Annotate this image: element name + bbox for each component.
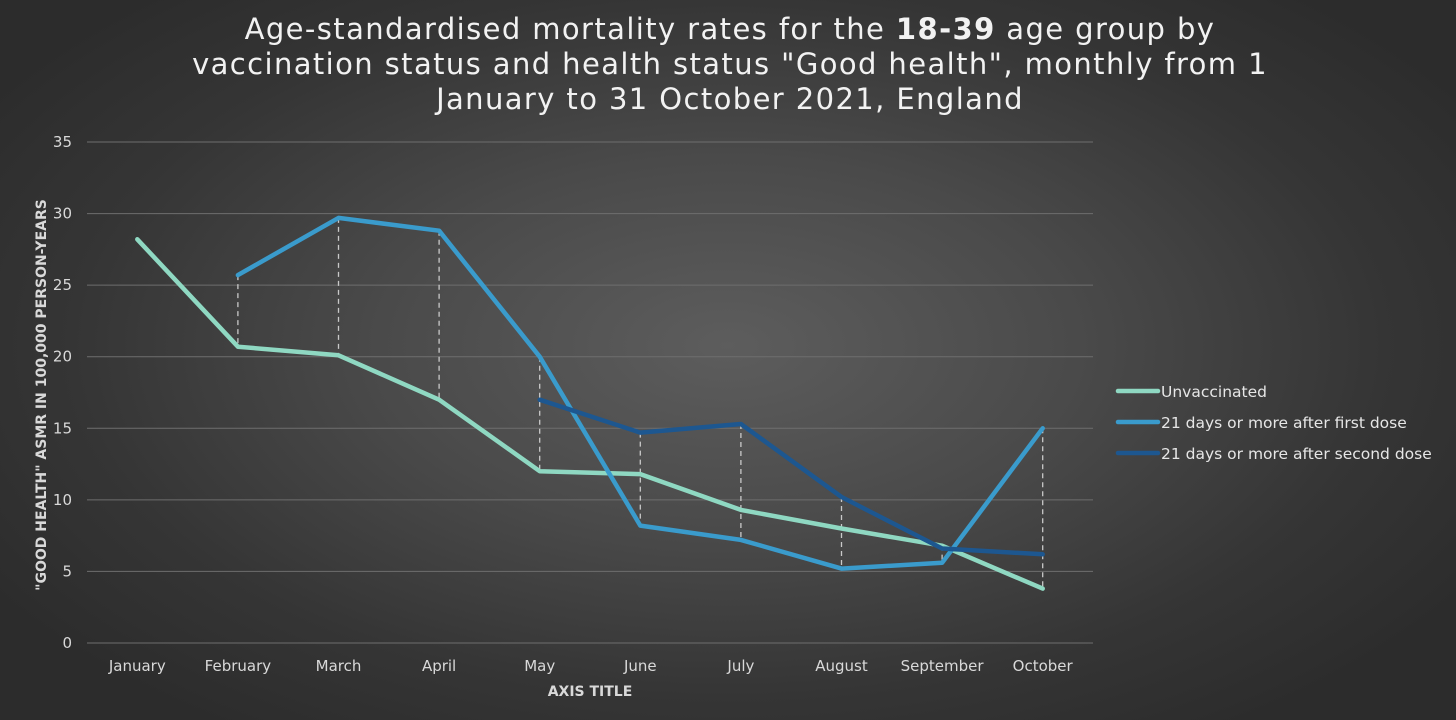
series-line-3: [537, 397, 1045, 557]
x-tick-label: September: [901, 657, 985, 675]
x-tick-label: August: [815, 657, 868, 675]
y-tick-label: 20: [53, 348, 72, 366]
x-tick-label: May: [524, 657, 555, 675]
chart-title-age-group: 18-39: [895, 12, 996, 46]
x-axis-ticks: January February March April May June July Augu…: [108, 657, 1074, 675]
x-axis-title: AXIS TITLE: [548, 684, 633, 700]
y-tick-label: 10: [53, 491, 72, 509]
drop-lines: [237, 217, 1044, 589]
chart-title: Age-standardised mortality rates for the…: [170, 12, 1290, 117]
gridlines: [87, 141, 1093, 644]
legend-label: Unvaccinated: [1161, 383, 1267, 401]
x-tick-label: July: [726, 657, 754, 675]
x-tick-label: June: [623, 657, 657, 675]
y-axis-ticks: 0 5 10 15 20 25 30 35: [53, 133, 72, 652]
series-lines: [135, 215, 1045, 591]
y-tick-label: 25: [53, 276, 72, 294]
y-axis-title: "GOOD HEALTH" ASMR IN 100,000 PERSON-YEA…: [34, 199, 50, 591]
y-tick-label: 5: [62, 562, 72, 580]
y-tick-label: 15: [53, 419, 72, 437]
x-tick-label: March: [316, 657, 362, 675]
x-tick-label: October: [1013, 657, 1074, 675]
x-tick-label: February: [205, 657, 272, 675]
x-tick-label: January: [108, 657, 166, 675]
legend: Unvaccinated 21 days or more after first …: [1115, 383, 1432, 463]
x-tick-label: April: [422, 657, 456, 675]
legend-label: 21 days or more after second dose: [1161, 445, 1432, 463]
series-line-1: [135, 237, 1045, 591]
series-line-2: [235, 215, 1045, 571]
chart-title-part-1: Age-standardised mortality rates for the: [244, 12, 896, 46]
chart-title-part-2: age group by vaccination status and heal…: [192, 12, 1268, 116]
y-tick-label: 0: [62, 634, 72, 652]
y-tick-label: 35: [53, 133, 72, 151]
legend-label: 21 days or more after first dose: [1161, 414, 1407, 432]
y-tick-label: 30: [53, 205, 72, 223]
